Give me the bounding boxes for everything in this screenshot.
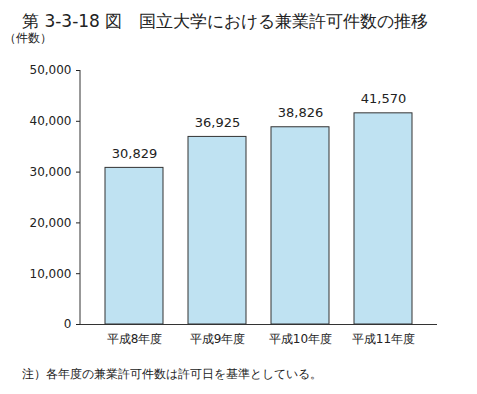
- svg-text:平成9年度: 平成9年度: [190, 332, 246, 346]
- svg-text:30,829: 30,829: [112, 146, 158, 161]
- svg-text:38,826: 38,826: [278, 105, 324, 120]
- svg-text:平成10年度: 平成10年度: [269, 332, 332, 346]
- svg-text:20,000: 20,000: [30, 216, 72, 230]
- svg-text:（件数）: （件数）: [4, 31, 52, 45]
- svg-text:平成8年度: 平成8年度: [107, 332, 163, 346]
- svg-text:30,000: 30,000: [30, 165, 72, 179]
- svg-text:10,000: 10,000: [30, 267, 72, 281]
- svg-text:40,000: 40,000: [30, 114, 72, 128]
- svg-text:41,570: 41,570: [361, 91, 407, 106]
- svg-text:50,000: 50,000: [30, 63, 72, 77]
- html-text:注）各年度の兼業許可件数は許可日を基準としている。: 注）各年度の兼業許可件数は許可日を基準としている。: [22, 367, 322, 381]
- svg-text:平成11年度: 平成11年度: [352, 332, 415, 346]
- svg-text:36,925: 36,925: [195, 115, 241, 130]
- html-text:第 3-3-18 図 国立大学における兼業許可件数の推移: 第 3-3-18 図 国立大学における兼業許可件数の推移: [22, 11, 429, 31]
- svg-text:0: 0: [64, 317, 72, 331]
